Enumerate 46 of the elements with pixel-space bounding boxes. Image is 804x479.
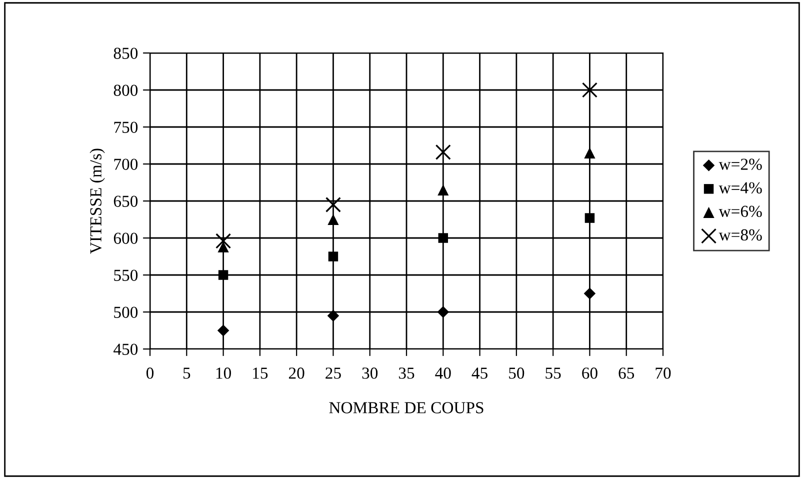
- x-tick-label: 15: [253, 368, 268, 379]
- point: [438, 184, 449, 196]
- x-tick-label: 45: [472, 368, 488, 379]
- x-tick-label: 0: [146, 368, 154, 379]
- x-tick-label: 55: [546, 368, 561, 379]
- x-tick-label: 60: [582, 368, 598, 379]
- x-tick-label: 50: [509, 368, 524, 379]
- y-tick-label: 550: [114, 270, 138, 281]
- legend-label: w=6%: [718, 206, 762, 218]
- y-tick-label: 450: [114, 344, 138, 355]
- x-tick-label: 20: [288, 368, 304, 379]
- x-tick-label: 40: [435, 368, 451, 379]
- legend-label: w=4%: [718, 182, 762, 194]
- point: [328, 214, 339, 226]
- point: [437, 306, 450, 318]
- point: [582, 82, 598, 98]
- point: [218, 241, 229, 252]
- x-tick-label: 5: [183, 368, 190, 379]
- x-tick-label: 70: [656, 368, 671, 379]
- x-tick-label: 35: [398, 368, 414, 379]
- point: [327, 310, 340, 322]
- x-tick-label: 30: [362, 368, 378, 379]
- y-axis-title: VITESSE (m/s): [90, 148, 105, 254]
- x-tick-label: 65: [618, 368, 634, 379]
- point: [584, 147, 596, 158]
- point: [217, 324, 230, 336]
- y-tick-label: 850: [114, 48, 138, 59]
- y-tick-label: 500: [114, 306, 138, 318]
- legend-label: w=2%: [718, 158, 762, 170]
- y-tick-label: 600: [114, 232, 138, 244]
- legend-label: w=8%: [718, 229, 762, 241]
- point: [216, 233, 232, 249]
- x-tick-label: 10: [216, 368, 231, 379]
- y-tick-label: 750: [114, 122, 138, 133]
- point: [435, 144, 451, 160]
- point: [325, 196, 341, 212]
- point: [438, 233, 448, 243]
- point: [328, 252, 338, 262]
- point: [584, 288, 596, 300]
- y-tick-label: 700: [114, 158, 138, 170]
- y-tick-label: 800: [114, 84, 138, 96]
- point: [584, 213, 595, 223]
- y-tick-label: 650: [114, 196, 138, 207]
- x-axis-title: NOMBRE DE COUPS: [329, 402, 484, 414]
- point: [218, 270, 228, 280]
- x-tick-label: 25: [326, 368, 341, 379]
